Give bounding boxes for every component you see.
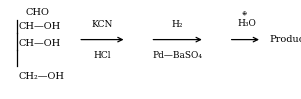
Text: H₃O: H₃O [237, 19, 256, 28]
Text: Product.: Product. [269, 35, 301, 44]
Text: CH₂—OH: CH₂—OH [19, 72, 65, 81]
Text: CHO: CHO [26, 8, 49, 17]
Text: HCl: HCl [94, 51, 111, 60]
Text: CH—OH: CH—OH [19, 39, 61, 48]
Text: ⊕: ⊕ [241, 10, 247, 15]
Text: CH—OH: CH—OH [19, 22, 61, 31]
Text: KCN: KCN [92, 20, 113, 29]
Text: Pd—BaSO₄: Pd—BaSO₄ [153, 51, 203, 60]
Text: H₂: H₂ [172, 20, 183, 29]
